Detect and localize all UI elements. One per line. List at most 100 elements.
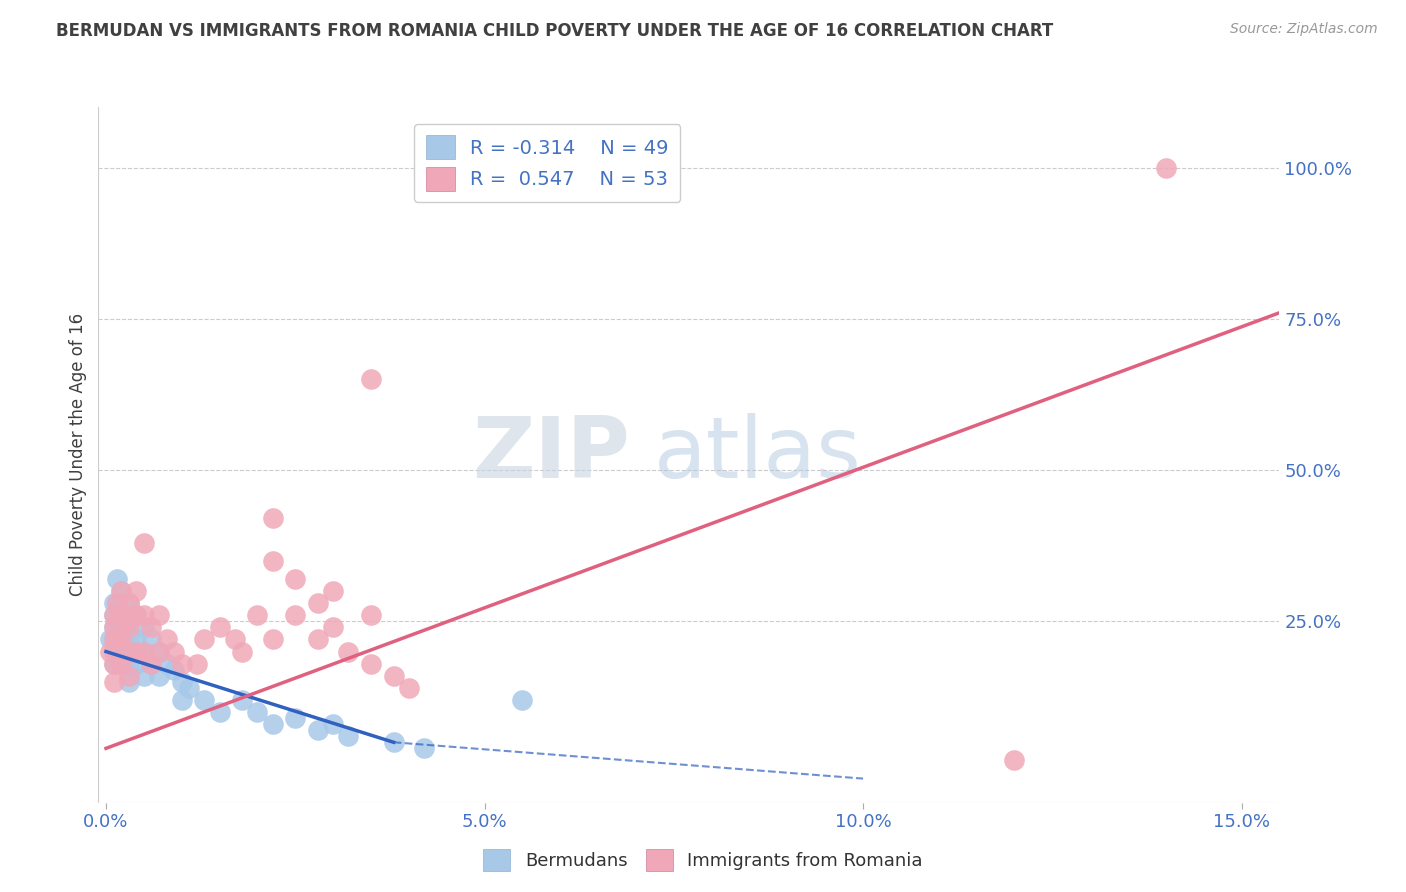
Point — [110, 584, 132, 599]
Point — [114, 644, 136, 658]
Point — [186, 657, 208, 671]
Point — [105, 644, 128, 658]
Point — [132, 669, 155, 683]
Point — [208, 620, 231, 634]
Point — [132, 644, 155, 658]
Point — [148, 644, 170, 658]
Point — [103, 657, 125, 671]
Y-axis label: Child Poverty Under the Age of 16: Child Poverty Under the Age of 16 — [69, 313, 87, 597]
Point — [103, 620, 125, 634]
Point — [284, 711, 307, 725]
Point — [179, 681, 201, 695]
Point — [103, 674, 125, 689]
Point — [413, 741, 436, 756]
Point — [103, 632, 125, 647]
Point — [132, 535, 155, 549]
Point — [208, 705, 231, 719]
Point — [141, 657, 163, 671]
Point — [360, 608, 382, 623]
Point — [103, 620, 125, 634]
Point — [382, 735, 405, 749]
Point — [307, 723, 329, 738]
Point — [148, 669, 170, 683]
Point — [110, 632, 132, 647]
Point — [322, 717, 344, 731]
Point — [114, 615, 136, 629]
Point — [103, 596, 125, 610]
Point — [118, 615, 141, 629]
Point — [118, 620, 141, 634]
Text: atlas: atlas — [654, 413, 862, 497]
Point — [1154, 161, 1177, 175]
Point — [118, 644, 141, 658]
Point — [398, 681, 420, 695]
Point — [125, 644, 148, 658]
Point — [110, 584, 132, 599]
Point — [98, 632, 121, 647]
Point — [141, 620, 163, 634]
Point — [382, 669, 405, 683]
Text: ZIP: ZIP — [472, 413, 630, 497]
Point — [246, 608, 269, 623]
Point — [262, 511, 284, 525]
Point — [103, 644, 125, 658]
Point — [118, 674, 141, 689]
Point — [322, 584, 344, 599]
Point — [110, 608, 132, 623]
Point — [231, 693, 253, 707]
Point — [512, 693, 534, 707]
Point — [307, 632, 329, 647]
Point — [103, 632, 125, 647]
Point — [103, 657, 125, 671]
Point — [337, 729, 360, 743]
Point — [262, 717, 284, 731]
Point — [125, 608, 148, 623]
Point — [105, 596, 128, 610]
Point — [132, 608, 155, 623]
Point — [284, 572, 307, 586]
Point — [105, 632, 128, 647]
Point — [1004, 754, 1026, 768]
Point — [148, 608, 170, 623]
Point — [155, 657, 177, 671]
Point — [193, 693, 215, 707]
Point — [141, 657, 163, 671]
Point — [103, 608, 125, 623]
Point — [360, 657, 382, 671]
Point — [148, 644, 170, 658]
Point — [118, 596, 141, 610]
Point — [125, 608, 148, 623]
Point — [132, 620, 155, 634]
Text: Source: ZipAtlas.com: Source: ZipAtlas.com — [1230, 22, 1378, 37]
Point — [110, 657, 132, 671]
Point — [110, 608, 132, 623]
Point — [284, 608, 307, 623]
Point — [170, 693, 193, 707]
Point — [105, 572, 128, 586]
Point — [118, 669, 141, 683]
Point — [125, 657, 148, 671]
Point — [163, 663, 186, 677]
Point — [105, 620, 128, 634]
Point — [155, 632, 177, 647]
Point — [118, 596, 141, 610]
Point — [118, 632, 141, 647]
Point — [118, 657, 141, 671]
Point — [224, 632, 246, 647]
Point — [141, 632, 163, 647]
Point — [193, 632, 215, 647]
Point — [98, 644, 121, 658]
Point — [322, 620, 344, 634]
Point — [307, 596, 329, 610]
Text: BERMUDAN VS IMMIGRANTS FROM ROMANIA CHILD POVERTY UNDER THE AGE OF 16 CORRELATIO: BERMUDAN VS IMMIGRANTS FROM ROMANIA CHIL… — [56, 22, 1053, 40]
Point — [103, 608, 125, 623]
Point — [246, 705, 269, 719]
Point — [231, 644, 253, 658]
Point — [105, 596, 128, 610]
Point — [163, 644, 186, 658]
Point — [110, 632, 132, 647]
Point — [262, 632, 284, 647]
Point — [125, 632, 148, 647]
Point — [170, 674, 193, 689]
Point — [114, 615, 136, 629]
